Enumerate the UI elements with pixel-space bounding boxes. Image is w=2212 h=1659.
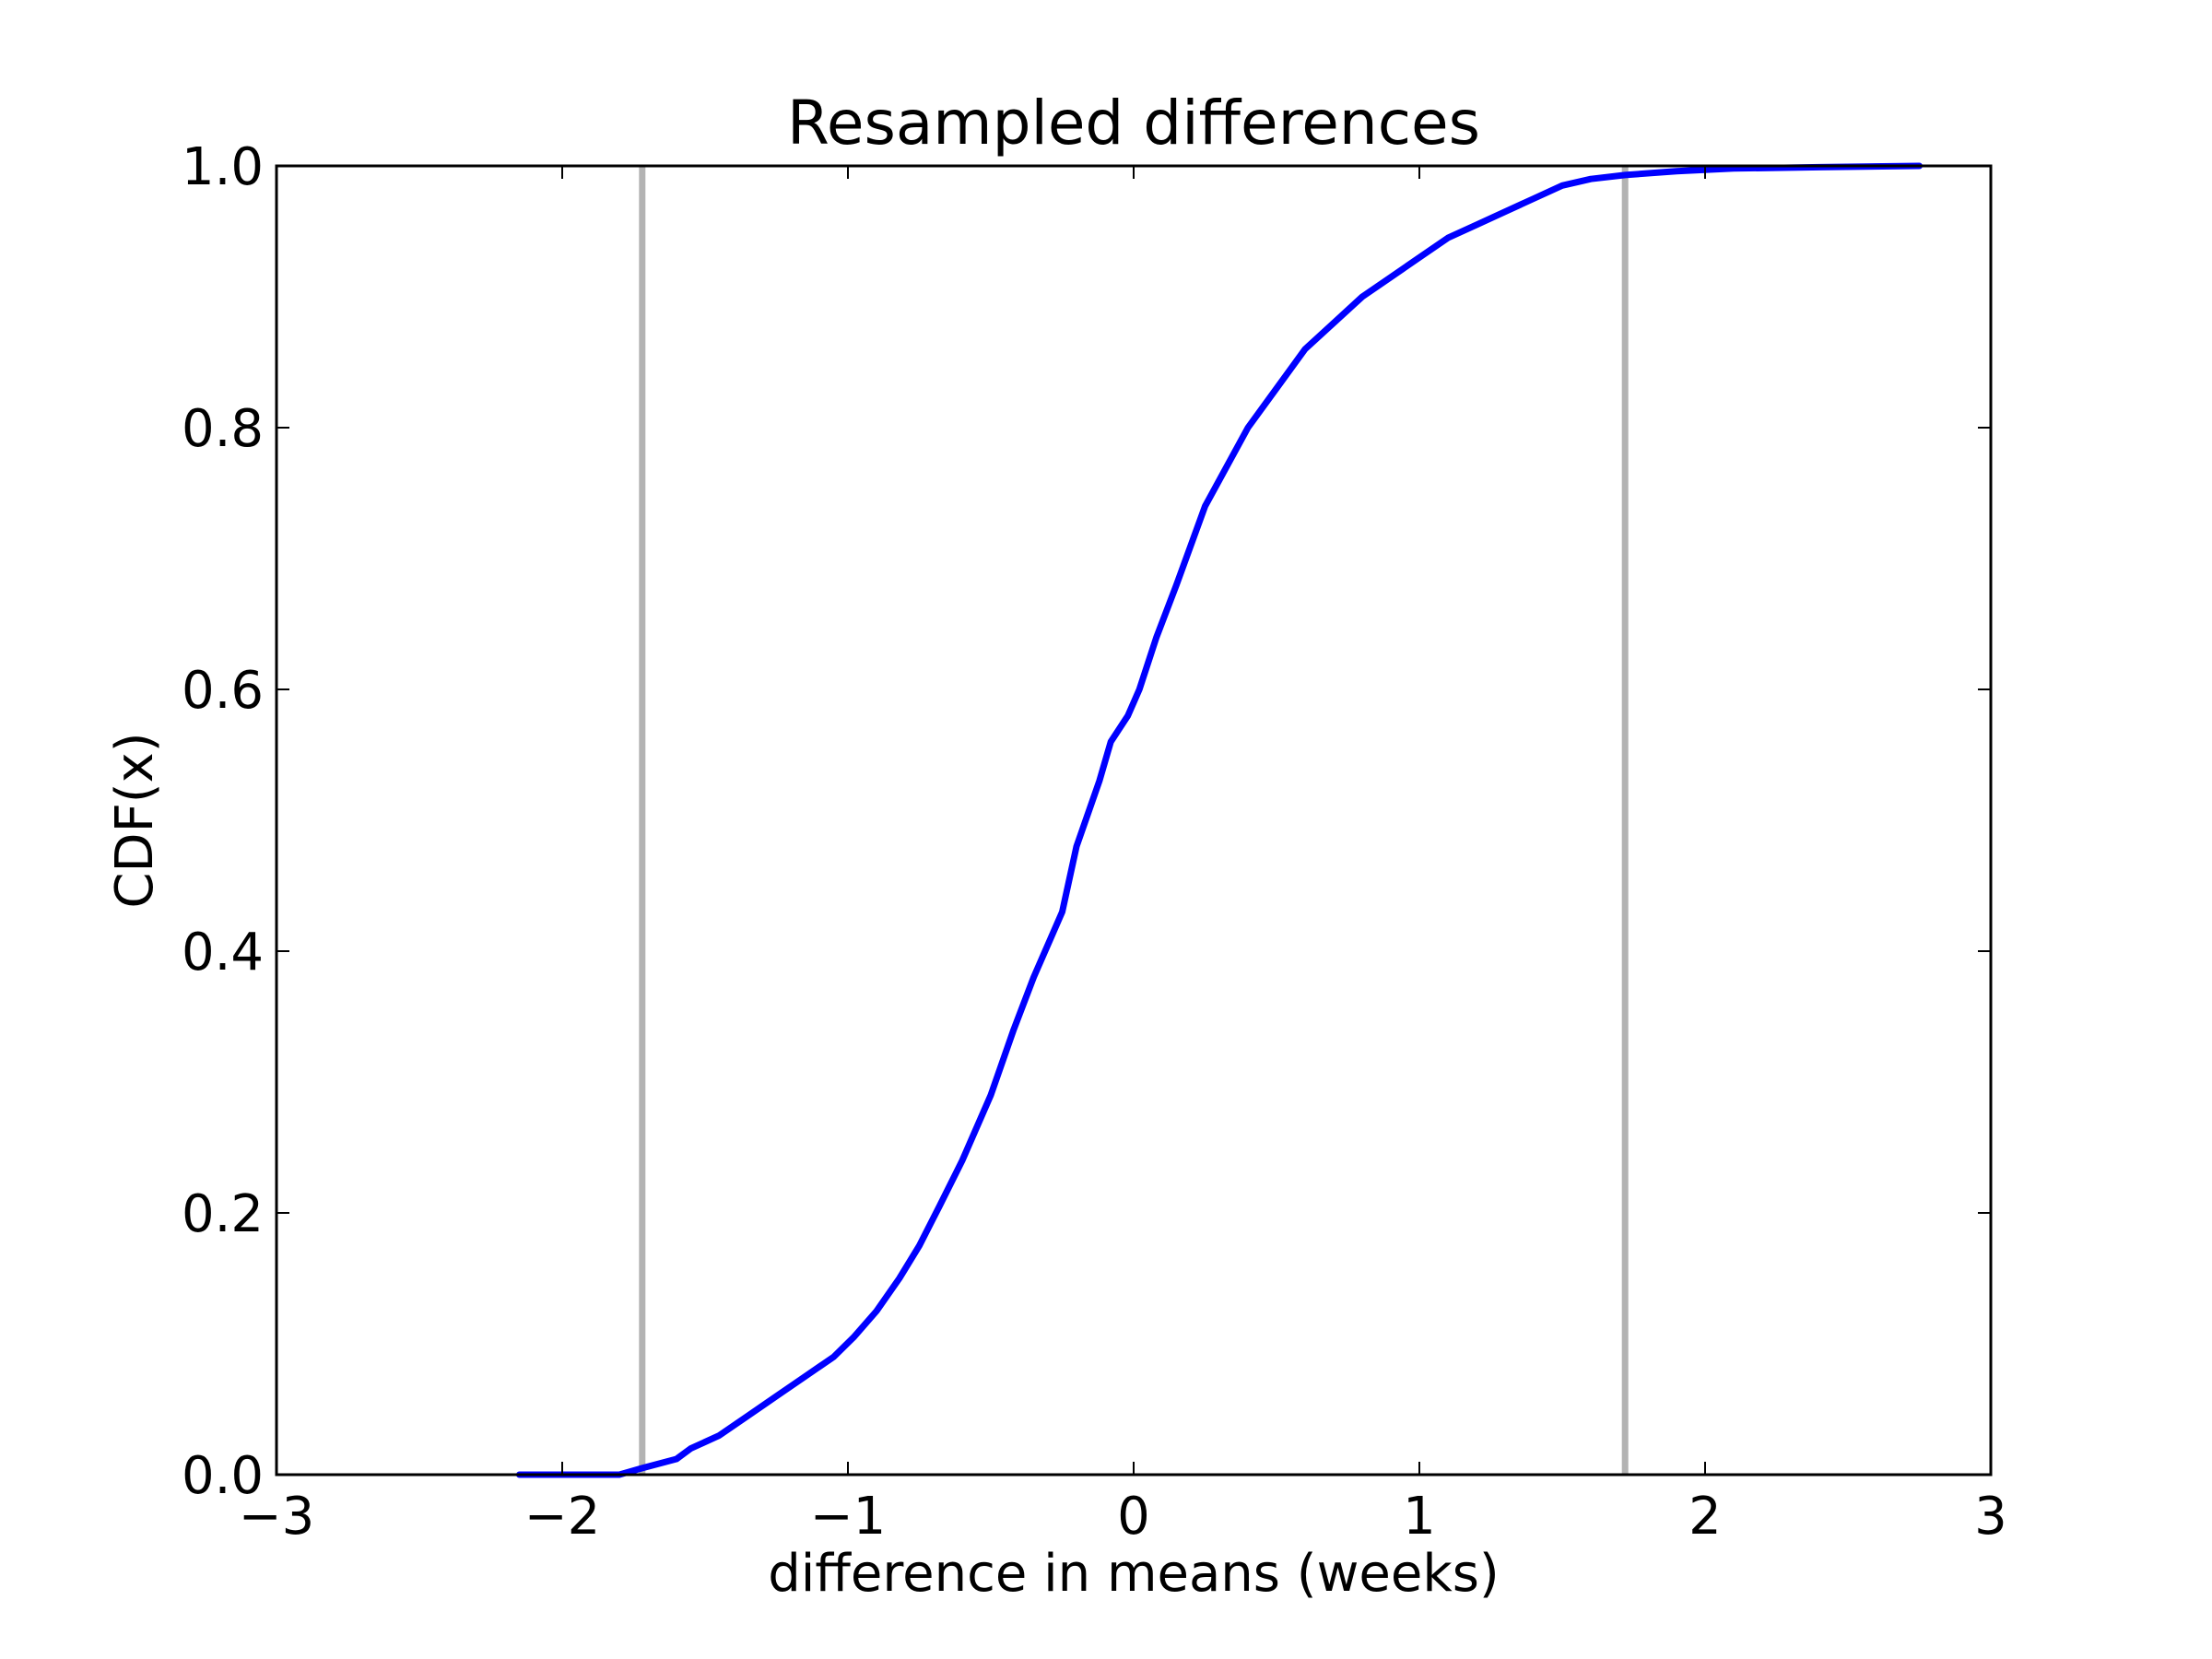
x-tick-label: −2	[524, 1487, 601, 1547]
y-tick-label: 0.4	[182, 923, 264, 982]
x-tick-label: 2	[1688, 1487, 1722, 1547]
y-axis-title: CDF(x)	[105, 732, 165, 908]
y-tick-label: 0.8	[182, 399, 264, 459]
reference-lines	[639, 166, 1629, 1475]
cdf-series-line	[516, 162, 1923, 1478]
x-tick-label: −1	[810, 1487, 887, 1547]
chart-title: Resampled differences	[787, 88, 1480, 159]
x-tick-label: 3	[1974, 1487, 2007, 1547]
x-axis-ticks: −3 −2 −1 0 1 2 3	[239, 166, 2007, 1547]
y-axis-ticks: 0.0 0.2 0.4 0.6 0.8 1.0	[182, 137, 1991, 1506]
y-tick-label: 1.0	[182, 137, 264, 197]
x-tick-label: −3	[239, 1487, 315, 1547]
plot-area-background	[276, 166, 1991, 1475]
y-tick-label: 0.6	[182, 661, 264, 721]
x-tick-label: 0	[1117, 1487, 1150, 1547]
y-tick-label: 0.0	[182, 1446, 264, 1506]
y-tick-label: 0.2	[182, 1184, 264, 1244]
x-axis-title: difference in means (weeks)	[768, 1544, 1500, 1604]
x-tick-label: 1	[1403, 1487, 1436, 1547]
